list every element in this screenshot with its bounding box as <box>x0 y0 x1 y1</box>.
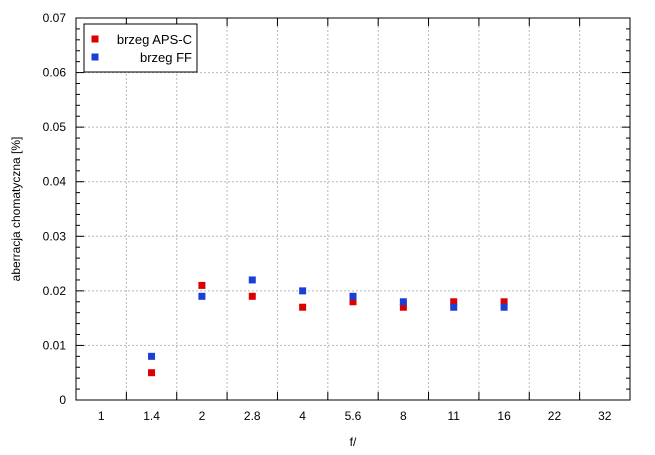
data-point-aps-c <box>349 298 357 306</box>
data-point-ff <box>399 298 407 306</box>
x-tick-label: 8 <box>400 409 407 423</box>
grid-lines <box>76 18 630 400</box>
x-tick-label: 22 <box>548 409 562 423</box>
data-point-ff <box>500 303 508 311</box>
y-tick-label: 0 <box>59 393 66 407</box>
data-point-aps-c <box>450 298 458 306</box>
data-point-ff <box>248 276 256 284</box>
x-tick-label: 4 <box>299 409 306 423</box>
x-tick-label: 2 <box>199 409 206 423</box>
data-point-aps-c <box>500 298 508 306</box>
data-point-ff <box>450 303 458 311</box>
data-points <box>148 276 508 377</box>
data-point-aps-c <box>198 281 206 289</box>
x-tick-label: 2.8 <box>244 409 261 423</box>
axis-ticks <box>76 17 630 401</box>
y-tick-label: 0.07 <box>43 11 67 25</box>
tick-labels: 0 0.01 0.02 0.03 0.04 0.05 0.06 0.07 1 1.4 2 2.8 4 5.… <box>43 11 612 423</box>
x-tick-label: 1 <box>98 409 105 423</box>
plot-area-frame <box>75 17 631 401</box>
y-tick-label: 0.05 <box>43 120 67 134</box>
data-point-aps-c <box>248 292 256 300</box>
data-point-ff <box>349 292 357 300</box>
legend-box <box>83 23 198 73</box>
x-axis-label: f/ <box>350 435 357 449</box>
data-point-aps-c <box>299 303 307 311</box>
x-tick-label: 11 <box>447 409 460 423</box>
data-point-ff <box>148 352 156 360</box>
legend: brzeg APS-C brzeg FF <box>83 23 198 73</box>
x-tick-label: 32 <box>598 409 612 423</box>
data-point-aps-c <box>399 303 407 311</box>
data-point-ff <box>198 292 206 300</box>
y-tick-label: 0.03 <box>43 229 67 243</box>
data-point-aps-c <box>148 369 156 377</box>
x-tick-label: 1.4 <box>143 409 160 423</box>
data-point-ff <box>299 287 307 295</box>
y-tick-label: 0.04 <box>43 175 67 189</box>
x-tick-label: 16 <box>497 409 511 423</box>
y-tick-label: 0.06 <box>43 66 67 80</box>
y-tick-label: 0.02 <box>43 284 67 298</box>
legend-label-ff: brzeg FF <box>140 50 192 65</box>
y-tick-label: 0.01 <box>43 338 67 352</box>
x-tick-label: 5.6 <box>345 409 362 423</box>
y-axis-label: aberracja chomatyczna [%] <box>9 137 23 282</box>
legend-label-aps-c: brzeg APS-C <box>117 32 192 47</box>
legend-marker-ff <box>91 53 99 61</box>
legend-marker-aps-c <box>91 35 99 43</box>
